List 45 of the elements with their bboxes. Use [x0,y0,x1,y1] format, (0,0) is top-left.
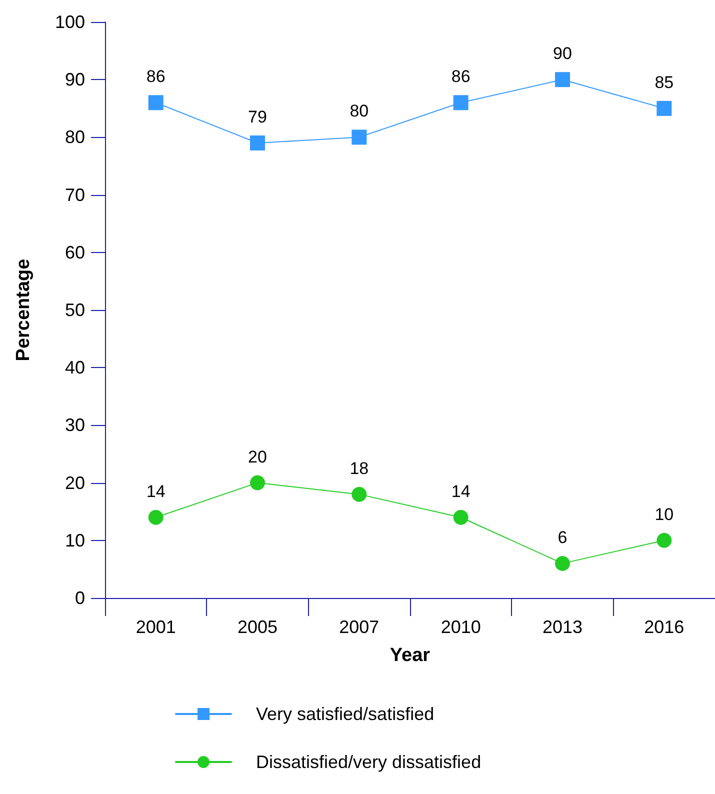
y-tick-label: 60 [64,242,85,262]
x-tick-label: 2007 [339,617,380,637]
x-tick-label: 2013 [542,617,583,637]
y-tick-label: 10 [64,530,85,550]
point [250,475,265,490]
point [453,510,468,525]
data-label: 14 [146,482,166,501]
data-label: 20 [248,447,267,466]
y-tick-label: 80 [64,127,85,148]
x-tick-label: 2010 [440,617,481,637]
point [250,135,265,150]
data-label: 80 [350,102,369,121]
data-label: 10 [654,504,674,524]
x-tick-label: 2016 [644,617,684,637]
point [656,100,672,116]
point [352,486,367,502]
point [555,72,570,88]
legend-label: Dissatisfied/very dissatisfied [256,752,482,772]
point [656,532,672,548]
data-label: 79 [248,107,267,126]
point [352,130,367,145]
point [148,95,164,110]
x-tick-label: 2005 [237,617,278,637]
x-axis-title: Year [390,645,431,666]
data-label: 14 [451,482,470,501]
data-label: 85 [654,72,674,92]
data-label: 6 [558,528,568,547]
data-label: 90 [553,44,572,64]
data-label: 18 [350,458,369,478]
y-tick-label: 40 [64,358,85,378]
data-label: 86 [451,67,470,86]
x-tick-label: 2001 [136,617,176,637]
point [148,510,164,525]
y-tick-label: 20 [64,472,85,493]
y-axis-title: Percentage [13,258,34,362]
y-tick-label: 90 [64,70,85,90]
y-tick-label: 70 [64,184,85,205]
y-tick-label: 30 [64,415,85,436]
point [453,95,468,110]
legend-label: Very satisfied/satisfied [256,704,434,724]
data-label: 86 [146,67,166,86]
y-tick-label: 0 [74,588,85,608]
point [555,556,570,571]
y-tick-label: 50 [64,300,85,320]
y-tick-label: 100 [54,12,85,32]
